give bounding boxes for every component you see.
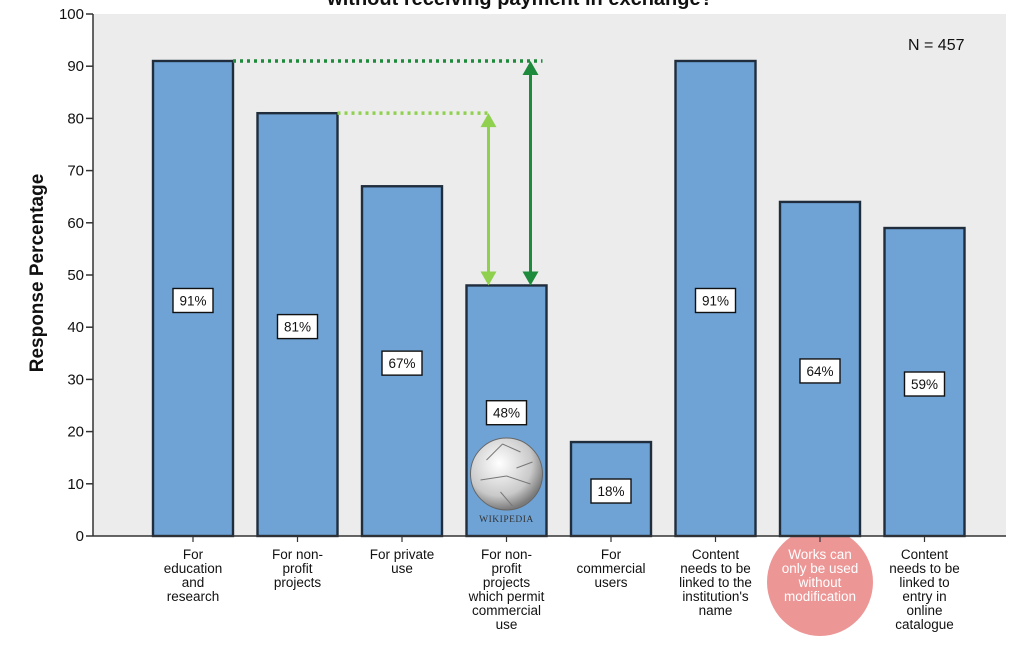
x-category-label-line: education <box>163 561 223 576</box>
highlight-circle <box>767 528 873 636</box>
arrowhead-up <box>522 60 539 75</box>
chart-title: without receiving payment in exchange? <box>250 0 790 11</box>
data-label: 59% <box>911 377 938 392</box>
y-tick-label: 80 <box>67 110 84 127</box>
x-category-label-line: commercial <box>576 561 646 576</box>
data-label: 91% <box>179 293 206 308</box>
x-category-label: Works can only be used without modification <box>770 548 870 604</box>
data-label: 64% <box>806 364 833 379</box>
y-tick-label: 30 <box>67 371 84 388</box>
x-category-label-line: online <box>906 603 943 618</box>
x-category-label-line: use <box>391 561 413 576</box>
x-category-label-line: linked to the <box>679 575 752 590</box>
x-category-label-line: institution's <box>682 589 749 604</box>
data-label-box <box>276 313 319 340</box>
y-tick-label: 100 <box>59 6 84 23</box>
x-category-label-line: commercial <box>471 603 541 618</box>
x-category-label-line: and <box>181 575 205 590</box>
x-category-label: Content needs to be linked to entry in onlin… <box>875 548 975 632</box>
x-category-label-line: name <box>698 603 733 618</box>
x-category-label-line: needs to be <box>680 561 751 576</box>
x-category-label-line: For private <box>369 547 435 562</box>
x-category-label: For education and research <box>143 548 243 604</box>
x-category-label: Content needs to be linked to the instituti… <box>666 548 766 618</box>
sample-size-note: N = 457 <box>908 37 965 54</box>
data-label: 81% <box>284 320 311 335</box>
y-tick-label: 0 <box>76 528 84 545</box>
x-category-label-line: needs to be <box>889 561 960 576</box>
data-label: 48% <box>493 406 520 421</box>
x-category-label-line: research <box>166 589 220 604</box>
x-category-label-line: without <box>798 575 842 590</box>
x-category-label-line: use <box>495 617 518 632</box>
x-category-label: For private use <box>352 548 452 576</box>
x-category-label-line: Works can <box>788 547 852 562</box>
x-category-label-line: which permit <box>468 589 545 604</box>
y-tick-label: 20 <box>67 424 84 441</box>
y-tick-label: 90 <box>67 58 84 75</box>
x-category-label-line: modification <box>783 589 857 604</box>
data-label-box <box>381 350 423 376</box>
arrowhead-down <box>480 271 497 286</box>
arrowhead-up <box>480 113 497 128</box>
globe-piece-line <box>516 461 533 469</box>
x-category-label-line: users <box>594 575 628 590</box>
globe-piece-line <box>480 475 507 481</box>
data-label-box <box>485 400 528 426</box>
x-category-label: For commercial users <box>561 548 661 590</box>
y-tick-label: 50 <box>67 267 84 284</box>
x-category-label-line: For <box>600 547 622 562</box>
y-axis-label: Response Percentage <box>27 173 48 373</box>
globe-piece-line <box>506 475 531 485</box>
x-category-label-line: entry in <box>902 589 947 604</box>
x-category-label-line: projects <box>482 575 531 590</box>
arrowhead-down <box>522 271 539 286</box>
x-category-label-line: catalogue <box>895 617 954 632</box>
x-category-label-line: profit <box>491 561 522 576</box>
y-tick-label: 70 <box>67 163 84 180</box>
data-label: 18% <box>597 484 624 499</box>
wikipedia-wordmark: WIKIPEDIA <box>479 515 534 525</box>
x-category-label: For non-profit projects <box>248 548 348 590</box>
data-label-box <box>590 478 632 504</box>
data-label-box <box>903 371 946 397</box>
y-tick-label: 40 <box>67 319 84 336</box>
y-tick-label: 10 <box>67 476 84 493</box>
x-category-label: For non-profit projects which permit commer… <box>457 548 557 632</box>
globe-piece-line <box>502 443 521 453</box>
data-label: 67% <box>388 356 415 371</box>
x-category-label-line: For <box>182 547 204 562</box>
data-label: 91% <box>702 293 729 308</box>
globe-piece-line <box>500 491 513 507</box>
globe-piece-line <box>486 443 503 461</box>
data-label-box <box>172 287 214 314</box>
x-category-label-line: Content <box>691 547 740 562</box>
data-label-box <box>799 358 841 384</box>
x-category-label-line: For non- <box>480 547 533 562</box>
x-category-label-line: profit <box>282 561 313 576</box>
data-label-box <box>694 287 737 314</box>
x-category-label-line: linked to <box>899 575 950 590</box>
x-category-label-line: projects <box>273 575 322 590</box>
x-category-label-line: Content <box>900 547 949 562</box>
x-category-label-line: only be used <box>781 561 859 576</box>
y-tick-label: 60 <box>67 215 84 232</box>
wikipedia-globe-icon <box>470 437 543 511</box>
x-category-label-line: For non- <box>271 547 324 562</box>
